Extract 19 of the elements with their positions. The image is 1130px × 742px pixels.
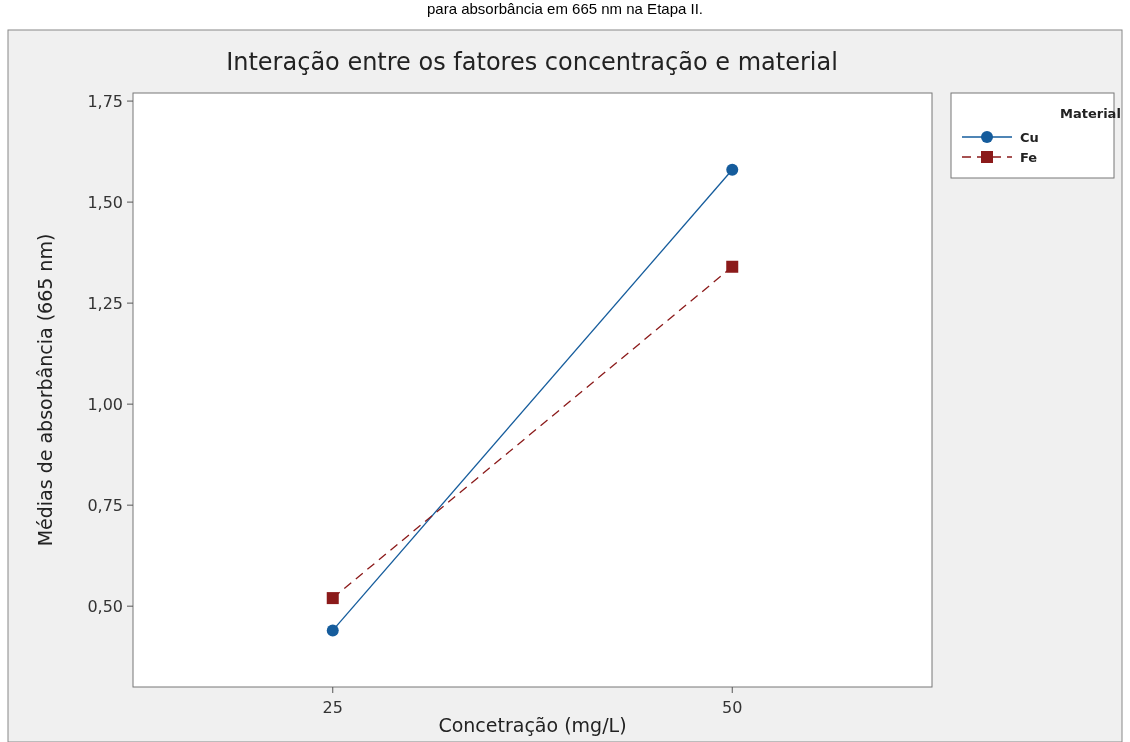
point (726, 260, 739, 273)
y-tick-label: 0,75 (87, 495, 123, 515)
y-tick-label: 1,50 (87, 192, 123, 212)
y-tick-label: 0,50 (87, 596, 123, 616)
x-tick-label: 25 (322, 698, 343, 717)
legend-title: Material (1060, 106, 1121, 121)
x-axis-title: Concetração (mg/L) (438, 714, 627, 736)
y-tick-label: 1,00 (87, 394, 123, 414)
point (726, 163, 739, 176)
point (326, 592, 339, 605)
chart-title: Interação entre os fatores concentração e material (226, 48, 838, 76)
point (326, 624, 339, 637)
y-tick-label: 1,25 (87, 293, 123, 313)
legend-label: Cu (1020, 129, 1039, 145)
y-tick-label: 1,75 (87, 91, 123, 111)
y-axis-title: Médias de absorbância (665 nm) (34, 233, 56, 547)
text: para absorbância em 665 nm na Etapa II. (426, 0, 704, 17)
x-tick-label: 50 (722, 698, 743, 717)
legend-label: Fe (1020, 149, 1038, 165)
